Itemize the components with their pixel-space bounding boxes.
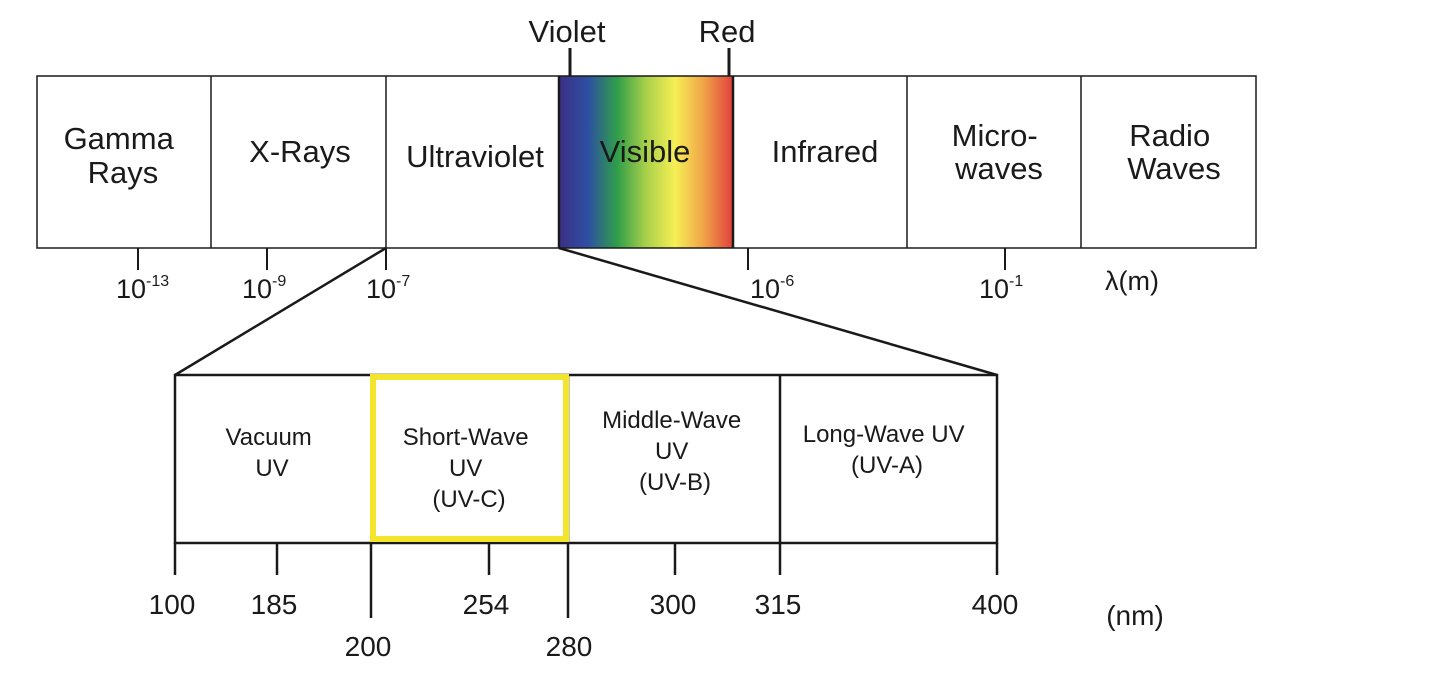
wavelength-unit-nm: (nm) (1106, 600, 1164, 631)
tick-label-m: 10-13 (116, 273, 169, 304)
tick-label-nm: 185 (251, 589, 298, 620)
tick-label-nm: 315 (755, 589, 802, 620)
band-label-visible: Visible (600, 134, 691, 169)
red-label: Red (699, 14, 756, 49)
band-label-microwaves: Micro- waves (952, 118, 1047, 186)
zoom-line-left (174, 246, 387, 377)
wavelength-axis-nm: 100 185 200 254 280 300 315 400 (nm) (149, 543, 1164, 662)
visible-edge-markers: Violet Red (529, 14, 756, 76)
uv-outline (173, 373, 999, 545)
spectrum-bar: Gamma Rays X-Rays Ultraviolet Visible In… (36, 75, 1257, 249)
tick-label-m: 10-6 (750, 273, 794, 304)
violet-label: Violet (529, 14, 606, 49)
wavelength-unit-m: λ(m) (1105, 266, 1159, 296)
uv-c-highlight (370, 374, 569, 542)
tick-label-nm: 100 (149, 589, 196, 620)
band-label-gamma: Gamma Rays (64, 121, 183, 190)
tick-label-nm: 400 (972, 589, 1019, 620)
uv-detail-bar: Vacuum UV Short-Wave UV (UV-C) Middle-Wa… (173, 373, 999, 545)
tick-label-nm: 300 (650, 589, 697, 620)
wavelength-axis-m: 10-13 10-9 10-7 10-6 10-1 λ(m) (116, 248, 1159, 304)
tick-label-m: 10-7 (366, 273, 410, 304)
band-label-radio-waves: Radio Waves (1127, 118, 1221, 186)
spectrum-outline (36, 75, 1257, 249)
tick-label-nm: 200 (345, 631, 392, 662)
tick-label-m: 10-9 (242, 273, 286, 304)
uv-band-label-short-wave: Short-Wave UV (UV-C) (403, 424, 535, 513)
tick-label-nm: 280 (546, 631, 593, 662)
uv-band-label-long-wave: Long-Wave UV (UV-A) (803, 421, 972, 479)
band-label-ultraviolet: Ultraviolet (406, 139, 544, 174)
uv-band-label-vacuum: Vacuum UV (226, 424, 319, 482)
uv-zoom-connectors (174, 246, 998, 377)
band-label-xrays: X-Rays (249, 134, 351, 169)
zoom-line-right (558, 246, 998, 377)
uv-band-label-middle-wave: Middle-Wave UV (UV-B) (602, 407, 748, 496)
tick-label-m: 10-1 (979, 273, 1023, 304)
visible-gradient-fill (559, 76, 733, 248)
tick-label-nm: 254 (463, 589, 510, 620)
band-label-infrared: Infrared (772, 134, 879, 169)
